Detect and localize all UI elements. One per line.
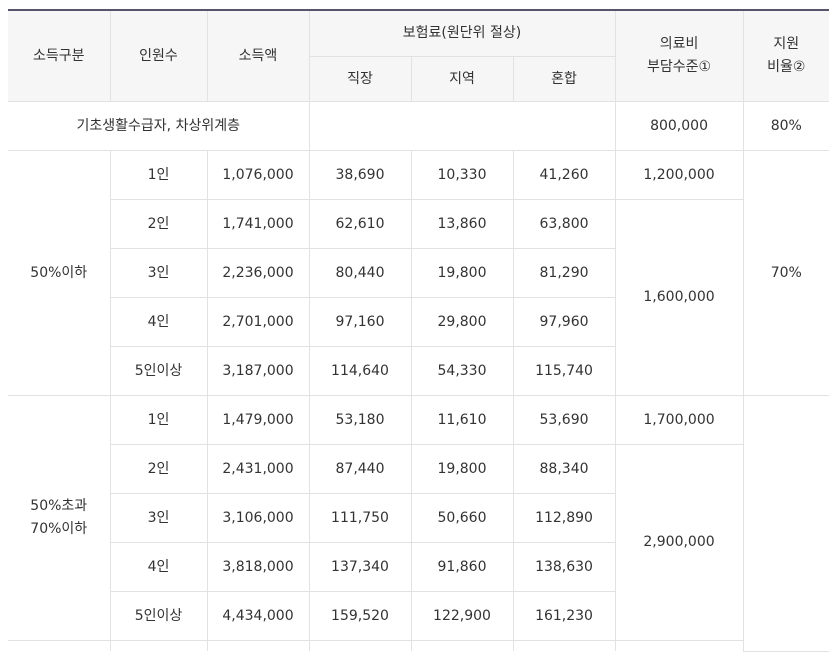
table-row: 50%이하 1인 1,076,000 38,690 10,330 41,260 … <box>8 150 830 396</box>
cell-workplace: 38,690 <box>308 150 412 200</box>
header-workplace: 직장 <box>309 56 412 102</box>
cell-members: 2인 <box>110 444 208 494</box>
header-support-line2: 비율② <box>767 59 806 75</box>
table-row: 4인 2,701,000 97,160 29,800 97,960 <box>8 297 829 347</box>
cell-workplace: 111,750 <box>308 493 412 543</box>
cell-regional: 19,800 <box>410 444 514 494</box>
group2-medical-first: 1,700,000 <box>614 395 744 445</box>
tail-cell <box>8 640 111 651</box>
cell-workplace: 114,640 <box>308 346 412 396</box>
table-row: 5인이상 4,434,000 159,520 122,900 161,230 <box>8 591 829 641</box>
cell-mixed: 88,340 <box>512 444 616 494</box>
table-row-partial <box>8 640 829 651</box>
cell-workplace: 62,610 <box>308 199 412 249</box>
group2-medical-rest: 2,900,000 <box>614 444 744 641</box>
cell-members: 1인 <box>109 395 208 445</box>
header-income: 소득액 <box>206 9 310 102</box>
cell-mixed: 115,740 <box>512 346 616 396</box>
cell-income: 2,431,000 <box>206 444 310 494</box>
cell-income: 1,076,000 <box>206 150 310 200</box>
table-row: 5인이상 3,187,000 114,640 54,330 115,740 <box>8 346 829 396</box>
cell-members: 5인이상 <box>110 591 208 641</box>
cell-regional: 50,660 <box>410 493 514 543</box>
tail-cell <box>614 640 744 651</box>
cell-members: 4인 <box>110 542 208 592</box>
group2-label-line2: 70%이하 <box>30 521 88 537</box>
cell-mixed: 53,690 <box>512 395 616 445</box>
cell-members: 2인 <box>110 199 208 249</box>
group2-label-line1: 50%초과 <box>30 498 88 514</box>
table-row: 3인 3,106,000 111,750 50,660 112,890 <box>8 493 829 543</box>
cell-workplace: 137,340 <box>308 542 412 592</box>
header-mixed: 혼합 <box>512 56 616 102</box>
cell-income: 4,434,000 <box>206 591 310 641</box>
group1-medical-first: 1,200,000 <box>614 150 744 200</box>
group1-support: 70% <box>742 150 830 396</box>
cell-income: 2,236,000 <box>206 248 310 298</box>
cell-members: 3인 <box>110 248 208 298</box>
cell-workplace: 97,160 <box>308 297 412 347</box>
group1-label: 50%이하 <box>8 150 111 396</box>
group2-support <box>742 395 830 652</box>
cell-income: 2,701,000 <box>206 297 310 347</box>
cell-members: 1인 <box>109 150 208 200</box>
table-row: 50%초과 70%이하 1인 1,479,000 53,180 11,610 5… <box>8 395 830 652</box>
cell-income: 3,818,000 <box>206 542 310 592</box>
cell-income: 3,106,000 <box>206 493 310 543</box>
cell-workplace: 80,440 <box>308 248 412 298</box>
medical-support-table: 소득구분 인원수 소득액 보험료(원단위 절상) 의료비 부담수준① 지원 비율… <box>8 9 830 652</box>
cell-members: 3인 <box>110 493 208 543</box>
header-members: 인원수 <box>109 9 208 102</box>
cell-mixed: 41,260 <box>512 150 616 200</box>
basic-premium-empty <box>308 101 616 151</box>
table-row: 4인 3,818,000 137,340 91,860 138,630 <box>8 542 829 592</box>
cell-regional: 19,800 <box>410 248 514 298</box>
cell-mixed: 161,230 <box>512 591 616 641</box>
cell-members: 4인 <box>110 297 208 347</box>
cell-mixed: 81,290 <box>512 248 616 298</box>
header-support-line1: 지원 <box>773 36 800 52</box>
header-support-ratio: 지원 비율② <box>742 9 830 102</box>
group2-label: 50%초과 70%이하 <box>8 395 111 641</box>
cell-income: 3,187,000 <box>206 346 310 396</box>
basic-label: 기초생활수급자, 차상위계층 <box>8 101 310 151</box>
cell-regional: 54,330 <box>410 346 514 396</box>
cell-mixed: 97,960 <box>512 297 616 347</box>
tail-cell <box>206 640 310 651</box>
tail-cell <box>308 640 412 651</box>
table-row: 2인 1,741,000 62,610 13,860 63,800 1,600,… <box>8 199 829 396</box>
table-row: 2인 2,431,000 87,440 19,800 88,340 2,900,… <box>8 444 829 641</box>
basic-medical: 800,000 <box>614 101 744 151</box>
cell-workplace: 87,440 <box>308 444 412 494</box>
header-medical-line1: 의료비 <box>659 36 699 52</box>
cell-regional: 91,860 <box>410 542 514 592</box>
basic-support: 80% <box>742 101 830 151</box>
cell-regional: 122,900 <box>410 591 514 641</box>
cell-regional: 29,800 <box>410 297 514 347</box>
header-regional: 지역 <box>410 56 514 102</box>
cell-regional: 13,860 <box>410 199 514 249</box>
header-medical-burden: 의료비 부담수준① <box>614 9 744 102</box>
group1-medical-rest: 1,600,000 <box>614 199 744 396</box>
cell-mixed: 63,800 <box>512 199 616 249</box>
header-premium: 보험료(원단위 절상) <box>308 9 616 57</box>
cell-regional: 10,330 <box>410 150 514 200</box>
cell-mixed: 138,630 <box>512 542 616 592</box>
cell-workplace: 159,520 <box>308 591 412 641</box>
tail-cell <box>512 640 616 651</box>
tail-cell <box>410 640 514 651</box>
header-income-class: 소득구분 <box>8 9 111 102</box>
cell-workplace: 53,180 <box>308 395 412 445</box>
cell-mixed: 112,890 <box>512 493 616 543</box>
cell-income: 1,741,000 <box>206 199 310 249</box>
tail-cell <box>109 640 208 651</box>
header-medical-line2: 부담수준① <box>646 59 712 75</box>
cell-members: 5인이상 <box>110 346 208 396</box>
cell-income: 1,479,000 <box>206 395 310 445</box>
table-row: 기초생활수급자, 차상위계층 800,000 80% <box>8 101 830 151</box>
cell-regional: 11,610 <box>410 395 514 445</box>
